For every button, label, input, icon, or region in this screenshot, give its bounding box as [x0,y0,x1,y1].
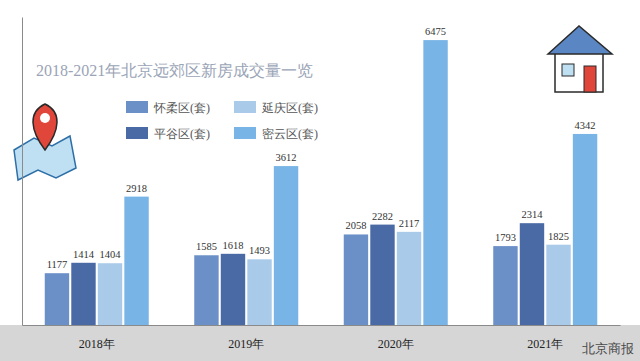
data-label: 3612 [276,152,297,163]
data-labels: 1177 1585 2058 1793 1414 1618 2282 2314 1404 1493… [47,26,596,270]
bar [493,246,517,325]
bars [45,40,598,325]
data-label: 2918 [126,183,147,194]
data-label: 2314 [521,209,543,220]
data-label: 6475 [425,26,446,37]
bar [370,225,394,325]
pin [33,104,57,150]
bar [45,273,69,325]
data-label: 2058 [345,220,366,231]
bar [98,263,122,325]
x-tick: 2019年 [228,325,264,351]
house-body [555,50,603,92]
legend-swatch [234,101,256,113]
house-icon [548,26,612,92]
bar [573,134,597,325]
data-label: 2282 [372,211,393,222]
x-tick: 2021年 [527,325,563,351]
legend-label: 密云区(套) [262,127,318,141]
tick-label: 2019年 [228,337,264,351]
data-label: 1618 [222,240,243,251]
x-tick: 2018年 [79,325,115,351]
title: 2018-2021年北京远郊区新房成交量一览 [36,62,313,79]
bar [194,255,218,325]
source: 北京商报 [582,341,634,356]
data-label: 1825 [548,231,569,242]
house-door [584,66,596,92]
bar [247,259,271,325]
tick-label: 2020年 [378,337,414,351]
y-axis-line [22,18,23,326]
bar [344,234,368,325]
data-label: 1414 [73,249,95,260]
bar [221,254,245,325]
data-label: 1585 [196,241,217,252]
bar [546,245,570,325]
data-label: 4342 [575,120,596,131]
data-label: 2117 [399,218,420,229]
bar [520,223,544,325]
data-label: 1493 [249,245,270,256]
bar [397,232,421,325]
bar [274,166,298,325]
tick-label: 2018年 [79,337,115,351]
legend-swatch [126,101,148,113]
x-axis-line [23,325,621,326]
y-axis [22,18,23,326]
bar [124,197,148,325]
legend-swatch [126,127,148,139]
pin-dot [40,113,50,123]
legend: 怀柔区(套) 平谷区(套) 延庆区(套) 密云区(套) [126,101,318,141]
bar [71,263,95,325]
legend-label: 延庆区(套) [261,101,318,115]
legend-swatch [234,127,256,139]
legend-label: 平谷区(套) [154,127,210,141]
tick-label: 2021年 [527,337,563,351]
map-icon [14,104,76,180]
legend-label: 怀柔区(套) [153,101,210,115]
house-window [562,64,574,76]
axis-strip [0,325,640,361]
x-axis: 2018年 2019年 2020年 2021年 [23,325,621,351]
chart: 2018-2021年北京远郊区新房成交量一览 1177 1585 2058 1793 14… [0,0,640,361]
data-label: 1177 [47,259,68,270]
data-label: 1404 [100,249,122,260]
data-label: 1793 [495,232,516,243]
house-roof [548,26,612,54]
bar [423,40,447,325]
x-tick: 2020年 [378,325,414,351]
